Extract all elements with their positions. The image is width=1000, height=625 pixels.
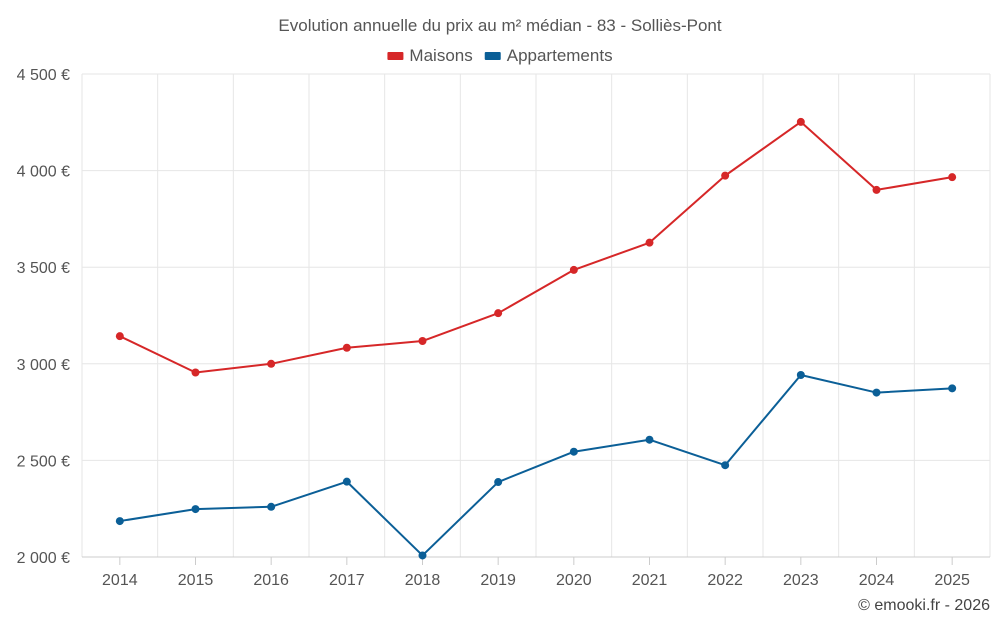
series-line-appartements bbox=[119, 374, 953, 557]
legend-swatch bbox=[484, 52, 501, 60]
data-point-appartements-2023[interactable] bbox=[796, 371, 805, 380]
x-tick-label: 2024 bbox=[859, 572, 895, 589]
y-tick-label: 4 500 € bbox=[17, 67, 70, 84]
data-point-appartements-2016[interactable] bbox=[267, 502, 276, 511]
series-line-maisons bbox=[119, 120, 953, 374]
data-point-appartements-2021[interactable] bbox=[645, 435, 654, 444]
legend-item-maisons[interactable]: Maisons bbox=[387, 46, 473, 65]
data-point-maisons-2017[interactable] bbox=[342, 343, 351, 352]
data-point-appartements-2017[interactable] bbox=[342, 477, 351, 486]
legend-swatch bbox=[387, 52, 404, 60]
x-tick-label: 2023 bbox=[783, 572, 819, 589]
y-axis: 2 000 € 2 500 € 3 000 € 3 500 € 4 000 € 4 500… bbox=[17, 67, 70, 567]
data-point-appartements-2024[interactable] bbox=[872, 388, 881, 397]
x-tick-label: 2019 bbox=[480, 572, 516, 589]
data-point-maisons-2014[interactable] bbox=[115, 332, 124, 341]
data-point-maisons-2020[interactable] bbox=[569, 265, 578, 274]
legend-item-appartements[interactable]: Appartements bbox=[484, 46, 613, 65]
y-tick-label: 2 000 € bbox=[17, 550, 70, 567]
x-axis: 2014 2015 2016 2017 2018 2019 2020 2021 2022 2023… bbox=[102, 557, 970, 589]
x-tick-label: 2018 bbox=[405, 572, 441, 589]
x-tick-label: 2014 bbox=[102, 572, 138, 589]
legend-label: Appartements bbox=[507, 46, 613, 65]
series-maisons bbox=[115, 117, 957, 377]
y-tick-label: 2 500 € bbox=[17, 453, 70, 470]
y-tick-label: 3 500 € bbox=[17, 260, 70, 277]
y-tick-label: 3 000 € bbox=[17, 357, 70, 374]
data-point-appartements-2020[interactable] bbox=[569, 447, 578, 456]
data-point-appartements-2014[interactable] bbox=[115, 517, 124, 526]
data-point-appartements-2025[interactable] bbox=[948, 384, 957, 393]
x-tick-label: 2025 bbox=[934, 572, 970, 589]
data-point-appartements-2019[interactable] bbox=[494, 478, 503, 487]
x-tick-label: 2017 bbox=[329, 572, 365, 589]
data-point-maisons-2018[interactable] bbox=[418, 337, 427, 346]
data-point-appartements-2015[interactable] bbox=[191, 505, 200, 514]
chart-title: Evolution annuelle du prix au m² médian … bbox=[278, 16, 721, 35]
series-appartements bbox=[115, 371, 957, 560]
data-point-maisons-2019[interactable] bbox=[494, 309, 503, 318]
x-tick-label: 2022 bbox=[707, 572, 743, 589]
data-point-appartements-2018[interactable] bbox=[418, 551, 427, 560]
data-point-appartements-2022[interactable] bbox=[721, 461, 730, 470]
x-tick-label: 2020 bbox=[556, 572, 592, 589]
grid bbox=[81, 73, 991, 558]
data-point-maisons-2025[interactable] bbox=[948, 173, 957, 182]
data-point-maisons-2024[interactable] bbox=[872, 185, 881, 194]
x-tick-label: 2015 bbox=[178, 572, 214, 589]
data-point-maisons-2016[interactable] bbox=[267, 359, 276, 368]
x-tick-label: 2016 bbox=[253, 572, 289, 589]
data-point-maisons-2022[interactable] bbox=[721, 171, 730, 180]
legend-label: Maisons bbox=[409, 46, 472, 65]
credit-text: © emooki.fr - 2026 bbox=[858, 597, 990, 614]
legend: Maisons Appartements bbox=[387, 46, 613, 65]
x-tick-label: 2021 bbox=[632, 572, 668, 589]
data-point-maisons-2015[interactable] bbox=[191, 368, 200, 377]
y-tick-label: 4 000 € bbox=[17, 164, 70, 181]
data-point-maisons-2021[interactable] bbox=[645, 238, 654, 247]
data-point-maisons-2023[interactable] bbox=[796, 117, 805, 126]
series-group bbox=[115, 117, 957, 560]
